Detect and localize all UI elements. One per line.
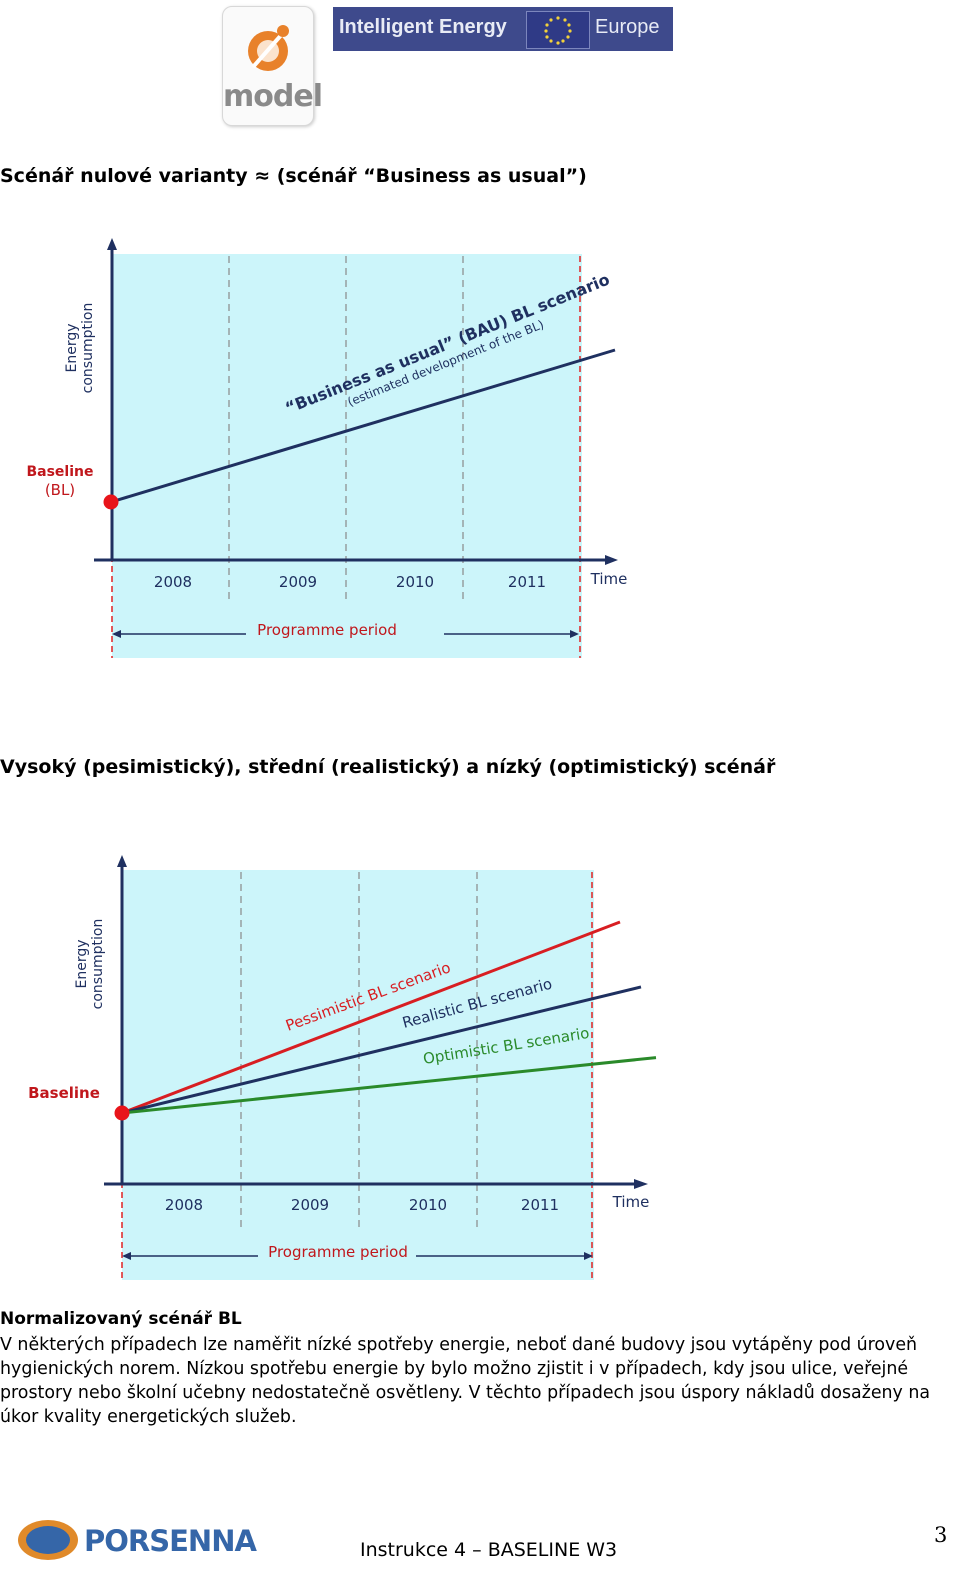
pessimistic-scenario-line <box>121 920 621 1115</box>
page-number: 3 <box>934 1523 948 1547</box>
baseline-label: Baseline <box>26 464 93 480</box>
period-arrow-left-icon <box>112 630 121 638</box>
svg-text:Energy: Energy <box>64 323 80 372</box>
x-axis-arrow-icon <box>634 1179 648 1189</box>
x-tick-label: 2010 <box>396 573 434 591</box>
intelligent-energy-europe-logo: Intelligent Energy Europe <box>333 7 673 51</box>
baseline-label: Baseline <box>28 1084 100 1102</box>
programme-period-label: Programme period <box>257 621 397 639</box>
y-axis-arrow-icon <box>107 238 117 250</box>
x-axis-arrow-icon <box>605 555 618 565</box>
x-tick-label: 2011 <box>508 573 546 591</box>
x-tick-label: 2008 <box>165 1196 203 1214</box>
iee-logo-right-text: Europe <box>595 16 660 38</box>
normalized-scenario-title: Normalizovaný scénář BL <box>0 1309 242 1329</box>
x-tick-label: 2009 <box>279 573 317 591</box>
bau-scenario-line <box>110 348 616 504</box>
x-tick-label: 2010 <box>409 1196 447 1214</box>
iee-logo-left-text: Intelligent Energy <box>339 16 507 38</box>
x-tick-label: 2008 <box>154 573 192 591</box>
model-logo-icon <box>248 25 289 71</box>
y-axis-arrow-icon <box>117 855 127 867</box>
chart-background <box>122 870 594 1280</box>
normalized-scenario-text: V některých případech lze naměřit nízké … <box>0 1335 931 1427</box>
baseline-bl-label: (BL) <box>45 481 75 499</box>
porsenna-logo-icon <box>18 1520 78 1560</box>
x-axis-label: Time <box>590 570 628 588</box>
porsenna-logo-text: PORSENNA <box>84 1524 257 1558</box>
footer-text: Instrukce 4 – BASELINE W3 <box>360 1539 618 1561</box>
svg-text:Energy: Energy <box>74 939 90 988</box>
programme-period-label: Programme period <box>268 1243 408 1261</box>
period-arrow-left-icon <box>122 1252 131 1260</box>
optimistic-scenario-line <box>121 1056 657 1115</box>
bau-scenario-chart: Energy consumption Baseline (BL) 2008 20… <box>26 238 628 658</box>
period-arrow-right-icon <box>584 1252 593 1260</box>
section-title-scenarios: Vysoký (pesimistický), střední (realisti… <box>0 756 776 778</box>
realistic-scenario-line <box>121 985 642 1115</box>
high-medium-low-scenario-chart: Energy consumption Baseline 2008 2009 20… <box>28 855 657 1280</box>
period-arrow-right-icon <box>570 630 579 638</box>
chart-background <box>112 254 582 658</box>
eu-flag-icon <box>526 11 590 49</box>
svg-text:consumption: consumption <box>80 303 96 394</box>
baseline-point <box>103 494 119 510</box>
x-tick-label: 2011 <box>521 1196 559 1214</box>
porsenna-logo: PORSENNA <box>18 1518 257 1566</box>
y-axis-label: Energy consumption <box>64 303 96 394</box>
section-title-bau: Scénář nulové varianty ≈ (scénář “Busine… <box>0 165 587 187</box>
y-axis-label: Energy consumption <box>74 919 106 1010</box>
model-logo: model <box>222 6 323 126</box>
x-tick-label: 2009 <box>291 1196 329 1214</box>
baseline-point <box>114 1105 130 1121</box>
model-logo-text: model <box>223 79 323 114</box>
svg-text:consumption: consumption <box>90 919 106 1010</box>
x-axis-label: Time <box>612 1193 650 1211</box>
